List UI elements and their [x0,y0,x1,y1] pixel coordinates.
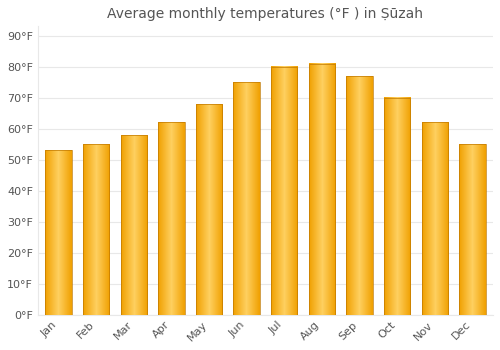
Bar [459,144,485,315]
Bar [234,82,260,315]
Bar [196,104,222,315]
Bar [196,104,222,315]
Bar [46,150,72,315]
Bar [158,122,184,315]
Title: Average monthly temperatures (°F ) in Ṣūzah: Average monthly temperatures (°F ) in Ṣū… [108,7,424,21]
Bar [384,98,410,315]
Bar [422,122,448,315]
Bar [120,135,147,315]
Bar [46,150,72,315]
Bar [346,76,372,315]
Bar [271,66,297,315]
Bar [158,122,184,315]
Bar [308,63,335,315]
Bar [83,144,110,315]
Bar [234,82,260,315]
Bar [346,76,372,315]
Bar [83,144,110,315]
Bar [384,98,410,315]
Bar [459,144,485,315]
Bar [422,122,448,315]
Bar [271,66,297,315]
Bar [120,135,147,315]
Bar [308,63,335,315]
